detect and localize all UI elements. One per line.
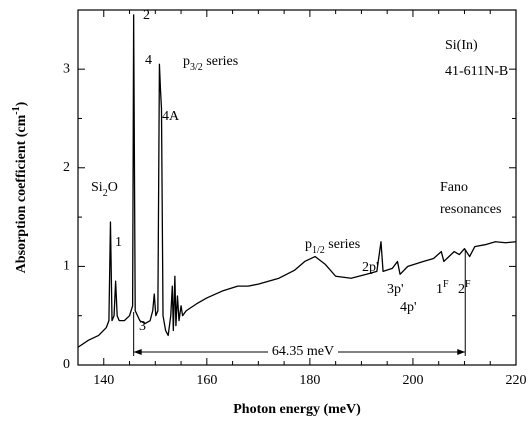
annotation-part: Si [91, 180, 103, 195]
annotation: 3 [139, 319, 146, 334]
x-tick-label: 140 [93, 373, 114, 388]
spectrum-line [77, 14, 517, 348]
annotation-part: series [325, 237, 360, 252]
annotation: p3/2 series [183, 54, 238, 73]
annotation-part: Fano [440, 180, 468, 195]
y-tick-label: 1 [63, 259, 70, 274]
arrow-head [457, 349, 466, 355]
annotation-part: O [108, 180, 118, 195]
interval-label: 64.35 meV [272, 344, 334, 359]
annotation: resonances [440, 202, 501, 217]
x-tick-label: 180 [299, 373, 320, 388]
y-tick-label: 3 [63, 61, 70, 76]
y-tick-label: 0 [63, 357, 70, 372]
annotation-part: F [465, 279, 471, 290]
annotation: Si(In) [445, 38, 478, 53]
annotation-part: 3/2 [190, 62, 203, 73]
x-tick-label: 200 [402, 373, 423, 388]
annotation-part: 1 [436, 282, 443, 297]
y-tick-label: 2 [63, 160, 70, 175]
annotation-part: 2 [458, 282, 465, 297]
annotation: Si2O [91, 180, 118, 199]
annotation-part: p [305, 237, 312, 252]
y-axis-label-part: Absorption coefficient (cm [14, 114, 29, 273]
annotation: 2F [458, 279, 471, 297]
annotation: 4 [145, 53, 152, 68]
annotation-part: 4p' [400, 300, 417, 315]
annotation: 1 [115, 235, 122, 250]
plot-frame [77, 9, 517, 366]
annotation: 2p' [362, 260, 379, 275]
annotation: 41-611N-B [445, 64, 508, 79]
arrow-head [133, 349, 142, 355]
y-axis-label-part: ) [14, 101, 29, 106]
annotation-part: F [443, 279, 449, 290]
annotation-part: resonances [440, 202, 501, 217]
annotation: p1/2 series [305, 237, 360, 256]
annotation-part: 3 [139, 319, 146, 334]
annotation-part: 1/2 [312, 245, 325, 256]
annotation-part: 2 [143, 8, 150, 23]
annotation-part: p [183, 54, 190, 69]
annotation-part: 3p' [387, 282, 404, 297]
annotation: 4A [162, 109, 180, 124]
annotation-part: 2 [103, 188, 108, 199]
annotation: 2 [143, 8, 150, 23]
annotation-part: 2p' [362, 260, 379, 275]
annotation-part: 41-611N-B [445, 64, 508, 79]
x-tick-label: 220 [506, 373, 527, 388]
annotation-part: 1 [115, 235, 122, 250]
annotation-part: series [203, 54, 238, 69]
annotation-part: 4 [145, 53, 152, 68]
y-axis-label: Absorption coefficient (cm-1) [11, 101, 29, 273]
annotation-part: 4A [162, 109, 180, 124]
x-axis-label: Photon energy (meV) [233, 402, 361, 417]
x-tick-label: 160 [196, 373, 217, 388]
annotation: 4p' [400, 300, 417, 315]
annotation: 3p' [387, 282, 404, 297]
annotation: 1F [436, 279, 449, 297]
y-axis-label-part: -1 [11, 106, 22, 114]
annotation-part: Si(In) [445, 38, 478, 53]
annotation: Fano [440, 180, 468, 195]
